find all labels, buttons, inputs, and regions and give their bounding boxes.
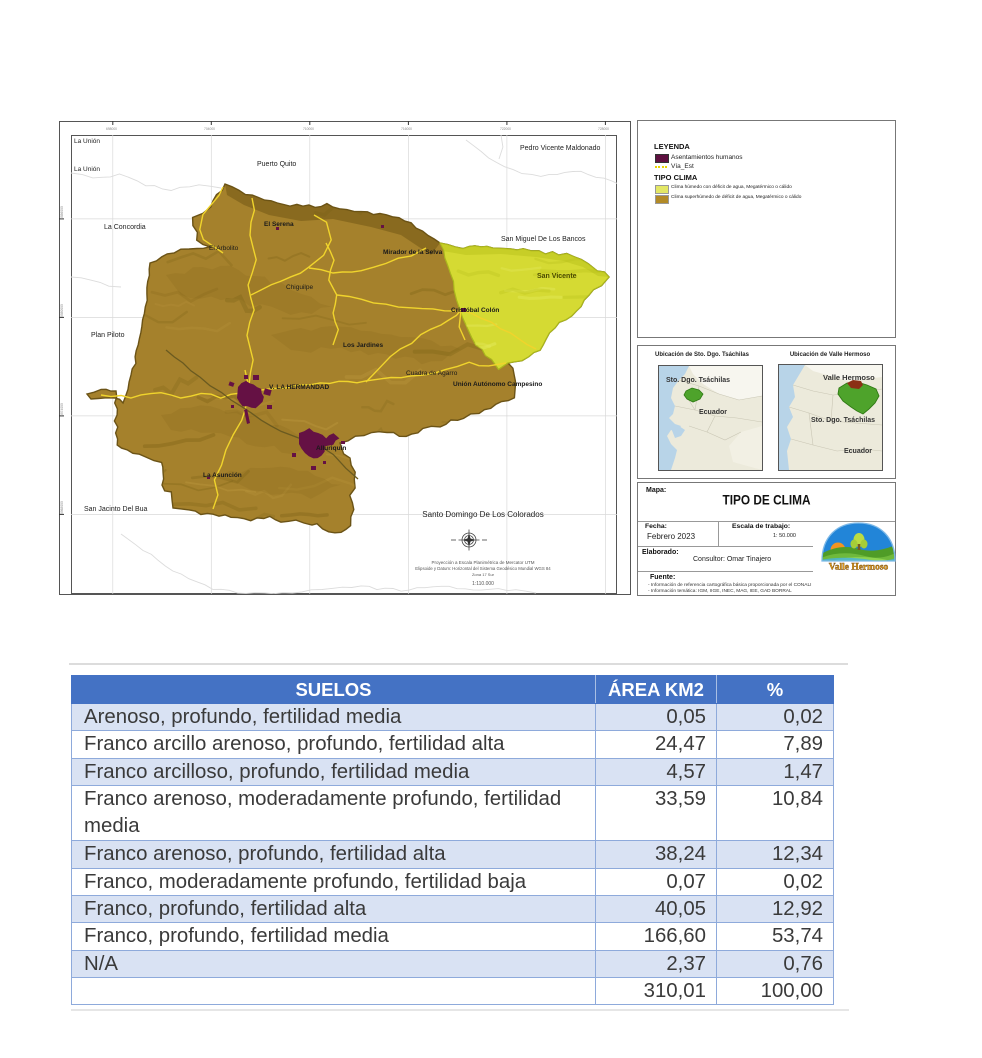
svg-text:722000: 722000 [500,127,511,131]
svg-text:9986000: 9986000 [60,206,64,219]
svg-text:716000: 716000 [401,127,412,131]
svg-text:1:110.000: 1:110.000 [472,581,494,587]
svg-text:San Vicente: San Vicente [537,273,577,280]
svg-text:El Serena: El Serena [264,221,294,228]
svg-text:Unión Autónomo Campesino: Unión Autónomo Campesino [453,381,542,388]
svg-text:9968000: 9968000 [60,501,64,514]
svg-text:San Miguel De Los Bancos: San Miguel De Los Bancos [501,236,586,243]
svg-text:Proyección a Escala Planimétri: Proyección a Escala Planimétrica de Merc… [431,560,534,565]
svg-text:Valle Hermoso: Valle Hermoso [823,373,875,382]
svg-text:Cuadra de Agarro: Cuadra de Agarro [406,370,458,377]
svg-text:Elipsoide y Datum: Horizontal: Elipsoide y Datum: Horizontal del Sistem… [415,566,551,571]
svg-text:La Unión: La Unión [74,166,100,173]
svg-text:TIPO DE CLIMA: TIPO DE CLIMA [723,493,811,508]
svg-text:La Concordia: La Concordia [104,224,146,231]
svg-text:704000: 704000 [204,127,215,131]
svg-text:9974000: 9974000 [60,403,64,416]
svg-text:Santo Domingo De Los Colorados: Santo Domingo De Los Colorados [422,510,543,519]
svg-text:Alluriquín: Alluriquín [316,445,346,452]
svg-text:El Arbolito: El Arbolito [209,245,239,252]
svg-text:Ecuador: Ecuador [844,448,872,455]
svg-text:Zona 17 Sur: Zona 17 Sur [472,572,495,577]
svg-text:V. LA HERMANDAD: V. LA HERMANDAD [269,384,329,391]
svg-text:Pedro Vicente Maldonado: Pedro Vicente Maldonado [520,145,601,152]
svg-text:Cristóbal Colón: Cristóbal Colón [451,307,499,314]
svg-text:La Asunción: La Asunción [203,472,242,479]
svg-text:Chiguilpe: Chiguilpe [286,284,313,291]
svg-text:Sto. Dgo. Tsáchilas: Sto. Dgo. Tsáchilas [811,417,875,424]
svg-text:698000: 698000 [106,127,117,131]
svg-text:728000: 728000 [598,127,609,131]
svg-text:Ecuador: Ecuador [699,409,727,416]
svg-text:Mirador de la Selva: Mirador de la Selva [383,249,443,256]
svg-text:Plan Piloto: Plan Piloto [91,332,125,339]
svg-text:9980000: 9980000 [60,304,64,317]
svg-text:San Jacinto Del Bua: San Jacinto Del Bua [84,506,148,513]
svg-text:Valle Hermoso: Valle Hermoso [829,563,889,573]
svg-text:Los Jardines: Los Jardines [343,342,383,349]
svg-text:Sto. Dgo. Tsáchilas: Sto. Dgo. Tsáchilas [666,377,730,384]
svg-text:La Unión: La Unión [74,138,100,145]
svg-text:710000: 710000 [303,127,314,131]
svg-text:Puerto Quito: Puerto Quito [257,161,296,168]
